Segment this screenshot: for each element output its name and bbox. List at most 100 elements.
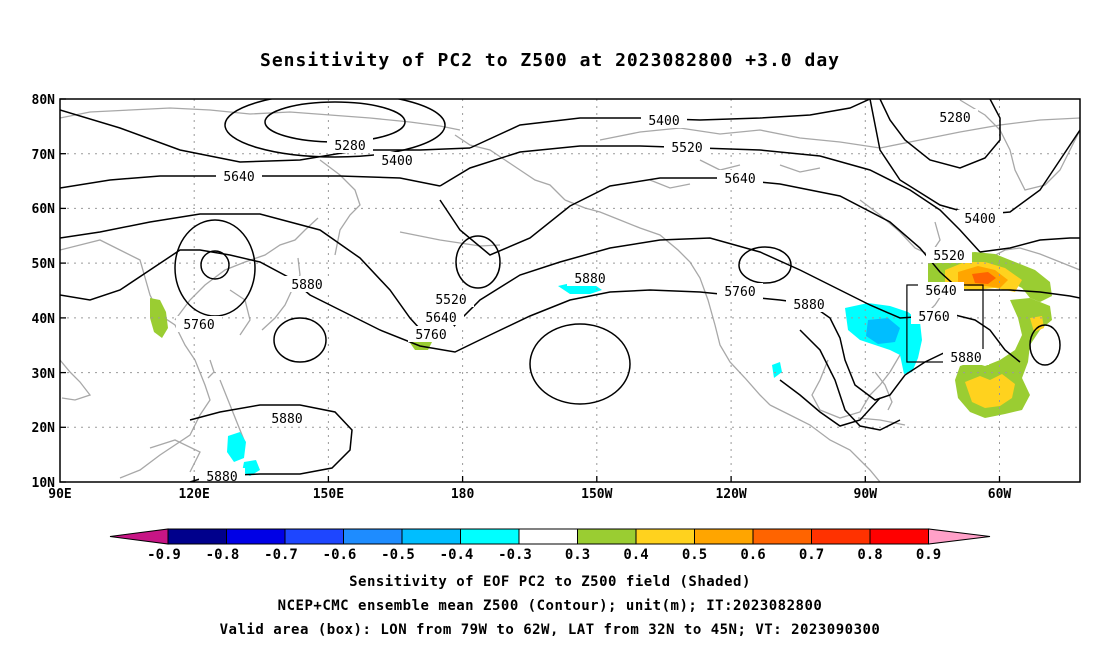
- contour-label: 5880: [786, 296, 832, 313]
- contour-5880-southeast: [779, 379, 881, 427]
- coast-aleutians: [399, 231, 501, 247]
- svg-text:5760: 5760: [918, 310, 949, 325]
- contour-high-5880-pacific: [529, 323, 631, 405]
- lat-tick-label: 60N: [32, 202, 56, 217]
- map-frame: [59, 98, 1081, 483]
- lat-tick-label: 10N: [32, 476, 56, 491]
- colorbar-label: 0.8: [857, 547, 882, 563]
- colorbar-segment: [518, 528, 578, 545]
- contour-label: 5880: [284, 276, 330, 293]
- contour-label: 5880: [567, 270, 613, 287]
- coast-korea: [229, 289, 251, 336]
- page-title: Sensitivity of PC2 to Z500 at 2023082800…: [259, 50, 840, 71]
- shade-negative-mexico: [772, 362, 782, 378]
- svg-text:5640: 5640: [724, 172, 755, 187]
- colorbar-segment: [577, 528, 637, 545]
- coast-california: [714, 324, 771, 406]
- colorbar-label: -0.3: [498, 547, 532, 563]
- shade-negative-sea: [242, 460, 260, 476]
- colorbar-label: 0.3: [565, 547, 590, 563]
- svg-text:5280: 5280: [334, 139, 365, 154]
- svg-text:5520: 5520: [435, 293, 466, 308]
- graticule: [60, 99, 1080, 482]
- lon-tick-label: 150W: [581, 487, 612, 502]
- svg-text:5880: 5880: [271, 412, 302, 427]
- colorbar-segment: [694, 528, 754, 545]
- svg-text:5880: 5880: [793, 298, 824, 313]
- contour-label: 5760: [911, 308, 957, 325]
- lat-tick-label: 20N: [32, 421, 56, 436]
- colorbar-segment: [869, 528, 929, 545]
- contour-5400-arctic: [469, 99, 871, 149]
- lon-tick-label: 150E: [313, 487, 344, 502]
- lat-axis: 80N 70N 60N 50N 40N 30N 20N 10N: [32, 93, 56, 491]
- coast-cuba: [857, 417, 906, 426]
- shade-pos-yellow-b: [965, 374, 1015, 408]
- contour-label: 5520: [664, 139, 710, 156]
- svg-text:5400: 5400: [648, 114, 679, 129]
- colorbar-label: -0.8: [206, 547, 240, 563]
- contour-low-5400-west-inner: [224, 99, 446, 158]
- svg-text:5400: 5400: [964, 212, 995, 227]
- contour-label: 5640: [717, 170, 763, 187]
- caption-line-2: NCEP+CMC ensemble mean Z500 (Contour); u…: [277, 598, 823, 614]
- caption-line-1: Sensitivity of EOF PC2 to Z500 field (Sh…: [349, 574, 751, 590]
- contour-label: 5280: [932, 109, 978, 126]
- contour-label: 5400: [957, 210, 1003, 227]
- colorbar-segment: [284, 528, 344, 545]
- contour-label: 5880: [264, 410, 310, 427]
- lat-tick-label: 80N: [32, 93, 56, 108]
- svg-text:5400: 5400: [381, 154, 412, 169]
- lon-tick-label: 60W: [988, 487, 1012, 502]
- contour-label-layer: 5280 5400 5640 5880 5760 5880 5880 5520 …: [176, 109, 1003, 482]
- contour-5280-greenland: [879, 99, 1001, 169]
- colorbar-segment: [752, 528, 812, 545]
- lat-tick-label: 30N: [32, 367, 56, 382]
- coast-florida: [874, 371, 893, 411]
- svg-text:5880: 5880: [574, 272, 605, 287]
- coast-japan: [261, 257, 301, 331]
- contour-5880-subtropic: [189, 404, 353, 482]
- colorbar-label: 0.9: [916, 547, 941, 563]
- contour-low-aleutian: [455, 235, 501, 289]
- coast-mexico: [769, 404, 881, 482]
- lon-tick-label: 120W: [715, 487, 746, 502]
- svg-text:5280: 5280: [939, 111, 970, 126]
- z500-contours: [60, 99, 1080, 482]
- colorbar-label: 0.5: [682, 547, 707, 563]
- coast-hudson: [859, 199, 941, 256]
- shade-pos-yellow-c: [1030, 316, 1044, 332]
- coast-borneo: [149, 439, 201, 473]
- colorbar-segment: [460, 528, 520, 545]
- contour-high-japan: [273, 317, 327, 363]
- svg-text:5640: 5640: [925, 284, 956, 299]
- coast-taiwan: [207, 359, 215, 379]
- contour-5760-south: [799, 329, 901, 431]
- colorbar-segment: [167, 528, 227, 545]
- svg-text:5760: 5760: [724, 285, 755, 300]
- contour-5760-east: [954, 314, 1021, 363]
- colorbar-label: -0.7: [264, 547, 298, 563]
- colorbar-label: 0.6: [740, 547, 765, 563]
- coast-greenland: [959, 99, 1080, 191]
- lat-tick-label: 50N: [32, 257, 56, 272]
- colorbar-segment: [226, 528, 286, 545]
- coast-gulf: [811, 359, 891, 419]
- colorbar-label: -0.5: [381, 547, 415, 563]
- contour-label: 5280: [327, 137, 373, 154]
- contour-west-5520: [60, 109, 471, 163]
- colorbar-label: 0.7: [799, 547, 824, 563]
- lon-tick-label: 120E: [179, 487, 210, 502]
- colorbar-segment: [401, 528, 461, 545]
- contour-label: 5520: [428, 291, 474, 308]
- svg-text:5520: 5520: [933, 249, 964, 264]
- colorbar-label: 0.4: [623, 547, 648, 563]
- shade-negative-philippine: [227, 432, 246, 462]
- colorbar-label: -0.4: [440, 547, 474, 563]
- contour-low-east-pac: [738, 246, 792, 284]
- lon-tick-label: 180: [451, 487, 475, 502]
- colorbar-label: -0.6: [323, 547, 357, 563]
- colorbar-segment: [635, 528, 695, 545]
